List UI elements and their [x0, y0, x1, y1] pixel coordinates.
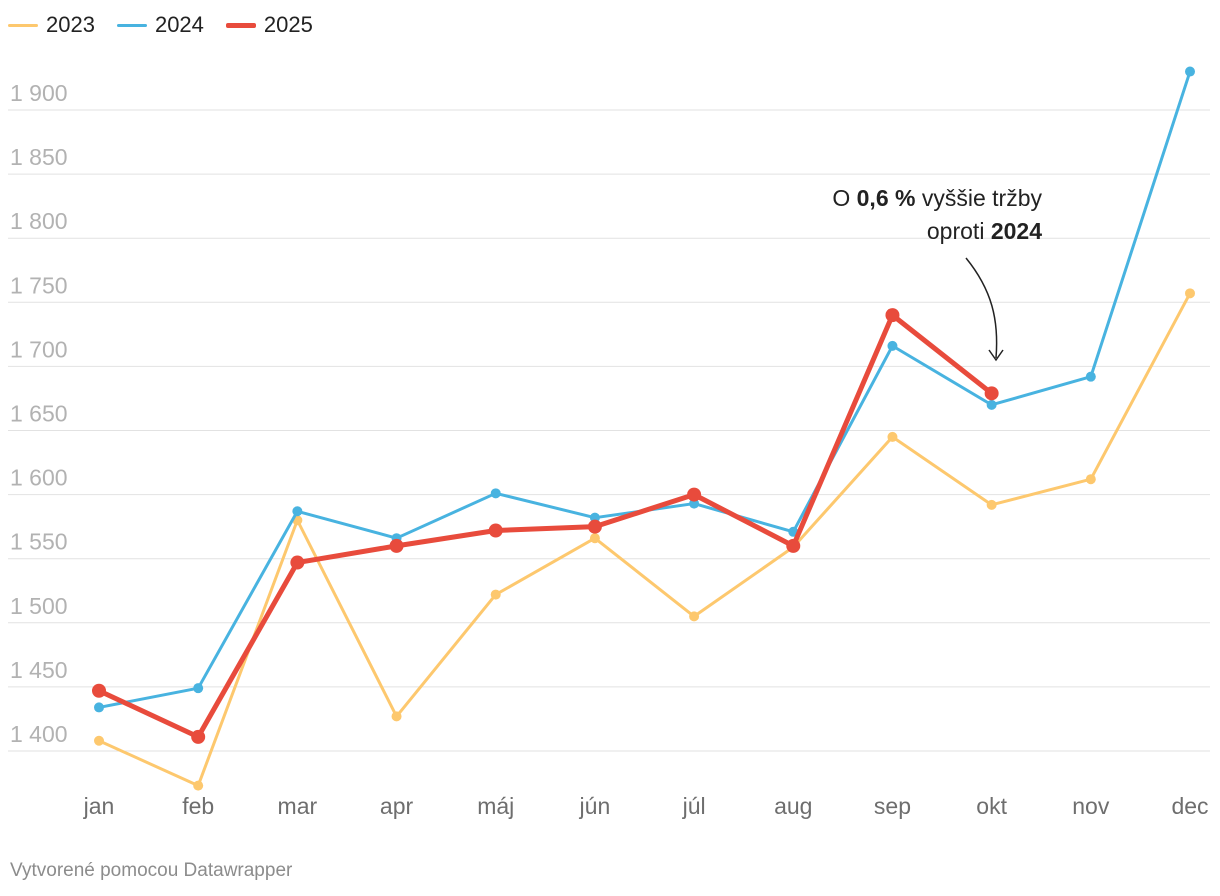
point-2025-okt	[984, 386, 999, 401]
x-tick-label: sep	[874, 793, 911, 819]
legend-label-2025: 2025	[263, 12, 313, 37]
point-2025-mar	[290, 555, 305, 570]
x-tick-label: júl	[682, 793, 706, 819]
footer-credit: Vytvorené pomocou Datawrapper	[10, 860, 293, 881]
legend-item-2025: 2025	[225, 12, 313, 38]
y-tick-label: 1 700	[10, 336, 68, 362]
point-2023-jún	[589, 533, 600, 544]
legend-item-2024: 2024	[116, 12, 204, 38]
y-tick-label: 1 450	[10, 657, 68, 683]
legend-swatch-2023	[8, 23, 38, 27]
x-tick-label: okt	[976, 793, 1007, 819]
legend-swatch-2025	[225, 22, 256, 28]
point-2023-feb	[193, 780, 204, 791]
x-tick-label: feb	[182, 793, 214, 819]
point-2023-okt	[986, 499, 997, 510]
point-2023-sep	[887, 431, 898, 442]
x-tick-label: mar	[278, 793, 318, 819]
point-2024-máj	[490, 488, 501, 499]
y-tick-label: 1 650	[10, 401, 68, 427]
point-2024-jan	[94, 702, 104, 713]
chart-legend: 2023 2024 2025	[8, 12, 313, 38]
point-2025-sep	[885, 308, 900, 323]
y-tick-label: 1 850	[10, 144, 68, 170]
x-tick-label: jan	[83, 793, 115, 819]
grid-lines	[8, 109, 1210, 752]
point-2025-feb	[191, 729, 206, 744]
legend-swatch-2024	[116, 23, 147, 27]
y-tick-label: 1 900	[10, 80, 68, 106]
y-axis-ticks: 1 400 1 450 1 500 1 550 1 600 1 650 1 700 1 750…	[10, 80, 68, 747]
point-2023-júl	[689, 611, 700, 622]
point-2023-nov	[1085, 474, 1096, 485]
point-2024-sep	[887, 340, 898, 351]
point-2023-máj	[490, 589, 501, 600]
legend-label-2024: 2024	[154, 12, 204, 37]
point-2025-jún	[587, 519, 602, 534]
y-tick-label: 1 600	[10, 465, 68, 491]
series-line-2023	[97, 291, 1192, 788]
point-2024-dec	[1185, 66, 1195, 77]
point-2024-feb	[193, 683, 204, 694]
legend-item-2023: 2023	[8, 12, 95, 38]
series-lines	[92, 66, 1195, 791]
y-tick-label: 1 500	[10, 593, 68, 619]
x-tick-label: dec	[1171, 793, 1208, 819]
annotation-line-1: O 0,6 % vyššie tržby	[832, 185, 1042, 211]
y-tick-label: 1 750	[10, 272, 68, 298]
series-line-2025	[96, 312, 995, 740]
y-tick-label: 1 550	[10, 529, 68, 555]
point-2025-apr	[389, 538, 404, 553]
y-tick-label: 1 800	[10, 208, 68, 234]
x-tick-label: aug	[774, 793, 812, 819]
annotation-line-2: oproti 2024	[927, 218, 1042, 244]
point-2023-jan	[94, 735, 104, 746]
annotation: O 0,6 % vyššie tržby oproti 2024	[832, 185, 1042, 362]
point-2025-aug	[786, 538, 801, 553]
point-2025-máj	[488, 523, 503, 538]
x-tick-label: máj	[477, 793, 514, 819]
point-2025-jan	[92, 683, 106, 698]
point-2023-dec	[1185, 288, 1195, 299]
point-2023-apr	[391, 711, 402, 722]
x-tick-label: nov	[1072, 793, 1110, 819]
annotation-arrowhead	[988, 349, 1004, 362]
y-tick-label: 1 400	[10, 721, 68, 747]
x-axis-ticks: jan feb mar apr máj jún júl aug sep okt nov dec	[83, 793, 1209, 819]
point-2025-júl	[687, 487, 702, 502]
x-tick-label: jún	[579, 793, 611, 819]
legend-label-2023: 2023	[46, 12, 95, 37]
point-2024-nov	[1085, 371, 1096, 382]
point-2024-mar	[292, 506, 303, 517]
point-2024-okt	[986, 399, 997, 410]
annotation-arrow	[965, 257, 998, 359]
x-tick-label: apr	[380, 793, 414, 819]
